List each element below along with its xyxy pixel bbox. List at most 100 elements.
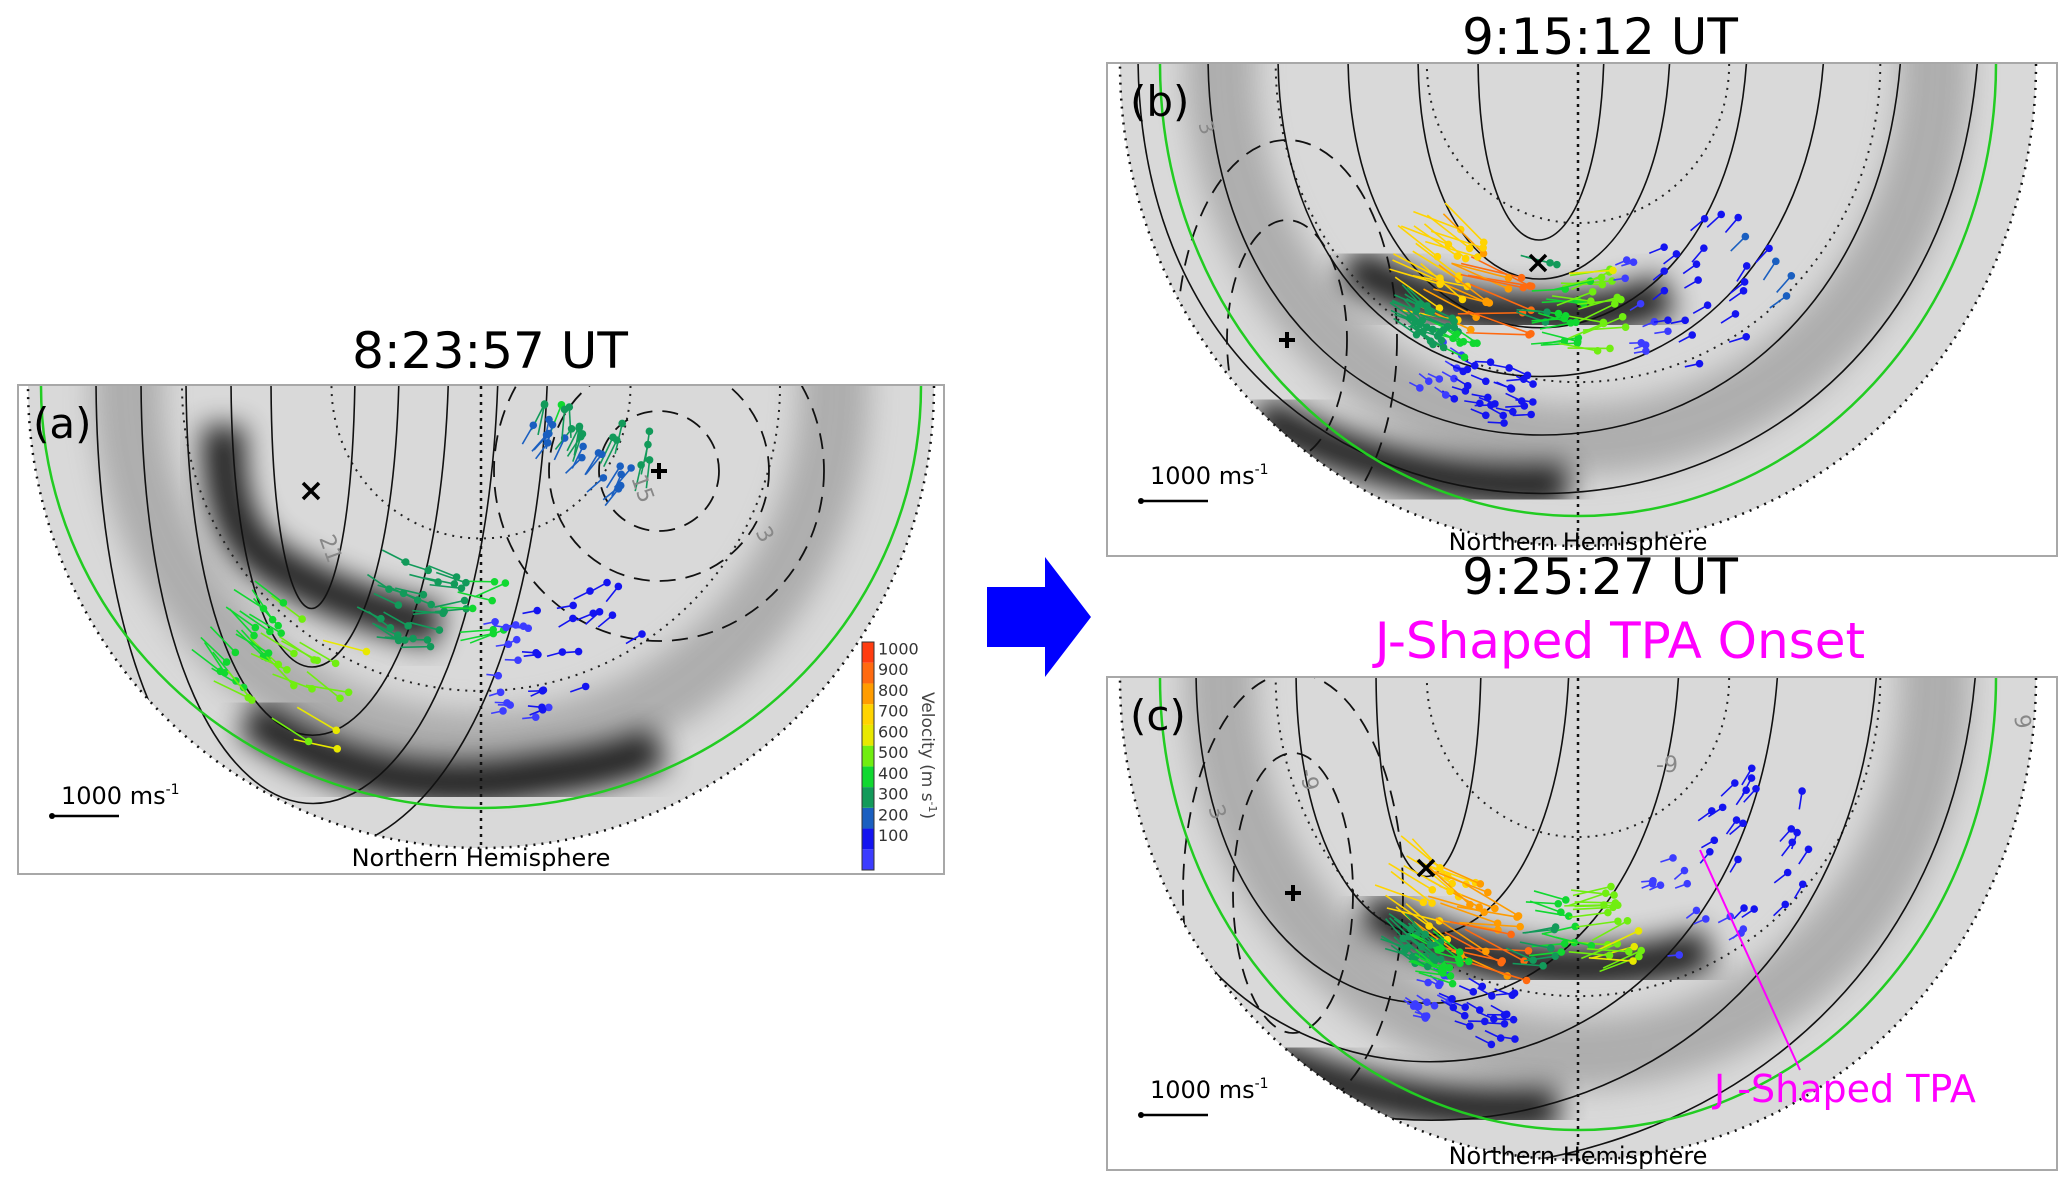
vector-dot (1478, 982, 1487, 991)
velocity-vector (1435, 951, 1473, 966)
velocity-vector (1531, 311, 1570, 324)
vector-dot (1422, 1012, 1431, 1020)
vector-dot (1441, 391, 1450, 399)
velocity-vector (565, 453, 586, 474)
vector-line (1406, 286, 1428, 307)
vector-dot (496, 688, 505, 697)
velocity-vector (586, 474, 608, 493)
vector-dot (499, 707, 507, 715)
velocity-vector (1374, 884, 1428, 907)
vector-dot (1740, 278, 1749, 286)
vector-line (1435, 917, 1487, 953)
vector-dot (1414, 1002, 1423, 1011)
vector-dot (1550, 925, 1559, 934)
vector-dot (1486, 358, 1495, 366)
velocity-vector (1385, 894, 1433, 930)
vector-line (1425, 240, 1478, 258)
vector-line (1551, 295, 1591, 302)
vector-dot (231, 648, 240, 657)
velocity-vector (1495, 407, 1517, 416)
vector-dot (1700, 214, 1709, 223)
vector-dot (1509, 407, 1517, 416)
vector-line (634, 464, 642, 492)
velocity-vector (1394, 313, 1424, 328)
velocity-vector (1735, 786, 1750, 806)
vector-dot (1435, 304, 1444, 313)
velocity-vector (1667, 951, 1684, 959)
vector-line (1531, 288, 1566, 292)
vector-line (1389, 268, 1441, 285)
vector-dot (1491, 904, 1499, 913)
vector-dot (1479, 244, 1487, 252)
vector-line (584, 452, 600, 476)
vector-dot (283, 665, 291, 674)
velocity-vector (1798, 845, 1813, 865)
vector-dot (1499, 411, 1508, 420)
vector-line (1462, 959, 1527, 982)
potential-contour (1277, 64, 1825, 378)
velocity-vector (400, 642, 435, 651)
velocity-vector (412, 607, 448, 616)
vector-dot (645, 456, 654, 464)
vector-line (1444, 931, 1502, 964)
vector-dot (1529, 380, 1537, 388)
vector-line (1385, 918, 1404, 940)
vector-line (1427, 865, 1471, 906)
velocity-vector (1733, 904, 1748, 920)
vector-dot (1487, 1040, 1496, 1049)
potential-contour-negative (493, 386, 825, 642)
vector-line (272, 673, 313, 690)
velocity-vector (1441, 371, 1458, 383)
vector-line (1523, 955, 1556, 962)
vector-dot (1660, 286, 1669, 295)
velocity-vector (644, 427, 654, 462)
vector-line (1389, 301, 1412, 319)
vector-dot (331, 659, 340, 668)
velocity-vector (1459, 921, 1525, 931)
vector-dot (1527, 282, 1536, 291)
vector-dot (1629, 258, 1638, 267)
velocity-vector (1653, 316, 1672, 324)
vector-dot (289, 681, 298, 690)
vector-dot (1637, 946, 1646, 955)
vector-dot (1608, 277, 1616, 285)
map-content (1137, 64, 1998, 546)
vector-line (561, 409, 566, 441)
vector-dot (540, 401, 549, 409)
right-arrow-icon (987, 557, 1091, 677)
vector-dot (1479, 238, 1488, 247)
vector-dot (1456, 225, 1465, 234)
velocity-vector (1728, 333, 1751, 343)
vector-line (1438, 333, 1474, 345)
heppner-maynard-boundary (1158, 64, 1998, 518)
vector-dot (1485, 299, 1494, 307)
panel-c-plot: (c) -9 -9 9 3 J -Shaped TPA 1000 ms-1 No… (1106, 676, 2058, 1171)
vector-line (585, 453, 603, 475)
tpa-annotation: J -Shaped TPA (1712, 1067, 1976, 1111)
vector-dot (1482, 411, 1490, 420)
velocity-vector (1535, 909, 1573, 920)
vector-line (1411, 324, 1441, 334)
velocity-vector (1576, 917, 1622, 928)
velocity-vector (1649, 243, 1668, 254)
panel-a-plot: 1000 900 800 700 600 500 400 300 200 100 Velocity … (17, 384, 945, 875)
vector-line (605, 465, 621, 489)
vector-line (1466, 331, 1529, 336)
vector-dot (1426, 941, 1435, 949)
velocity-vector (1793, 880, 1807, 899)
vector-dot (1739, 819, 1747, 828)
vector-dot (1519, 283, 1527, 292)
vector-line (1399, 949, 1429, 968)
vector-line (296, 706, 337, 732)
vector-line (254, 580, 284, 604)
vector-line (293, 738, 338, 750)
velocity-vector (1682, 260, 1701, 275)
vector-dot (1740, 904, 1748, 912)
velocity-vector (1388, 862, 1437, 894)
panel-b-map: (b) 3 1000 ms-1 Northern Hemisphere (1118, 64, 2038, 556)
vector-line (1385, 894, 1430, 927)
auroral-oval (1185, 64, 1971, 475)
colorbar: 1000900800700600500400300200100Velocity … (861, 640, 939, 871)
vector-line (271, 595, 303, 620)
vector-dot (336, 694, 344, 703)
